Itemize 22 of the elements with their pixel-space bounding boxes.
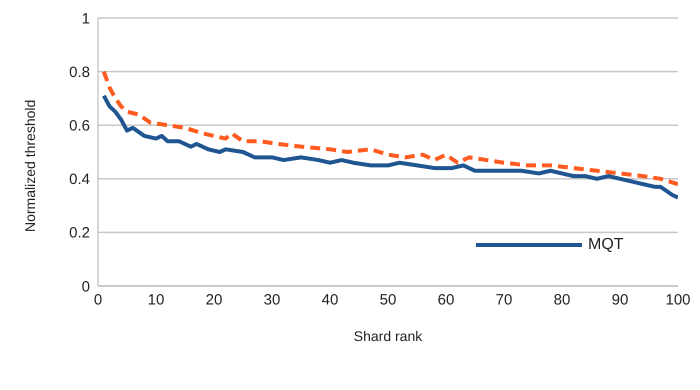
y-tick-label: 0.2: [69, 224, 90, 242]
x-tick-label: 30: [264, 292, 280, 309]
x-tick-label: 20: [206, 292, 222, 309]
y-tick-label: 0.4: [69, 171, 90, 188]
text: MQT: [587, 236, 624, 254]
y-tick-label: 1: [82, 10, 90, 28]
x-axis-title: Shard rank: [354, 328, 424, 344]
x-tick-label: 40: [322, 292, 338, 309]
x-tick-label: 0: [94, 292, 102, 309]
x-tick-label: 100: [665, 292, 691, 309]
line-series: [102, 94, 678, 200]
x-tick-label: 70: [496, 292, 512, 309]
y-tick-label: 0.8: [69, 64, 90, 81]
line-series: [102, 70, 678, 186]
x-tick-label: 80: [554, 292, 570, 309]
y-tick-label: 0.6: [69, 118, 90, 135]
x-tick-label: 50: [380, 292, 396, 309]
x-tick-label: 90: [612, 292, 628, 309]
y-axis-title: Normalized threshold: [22, 100, 38, 232]
x-tick-label: 10: [148, 292, 164, 309]
x-tick-label: 60: [438, 292, 454, 309]
y-tick-label: 0: [82, 278, 90, 296]
